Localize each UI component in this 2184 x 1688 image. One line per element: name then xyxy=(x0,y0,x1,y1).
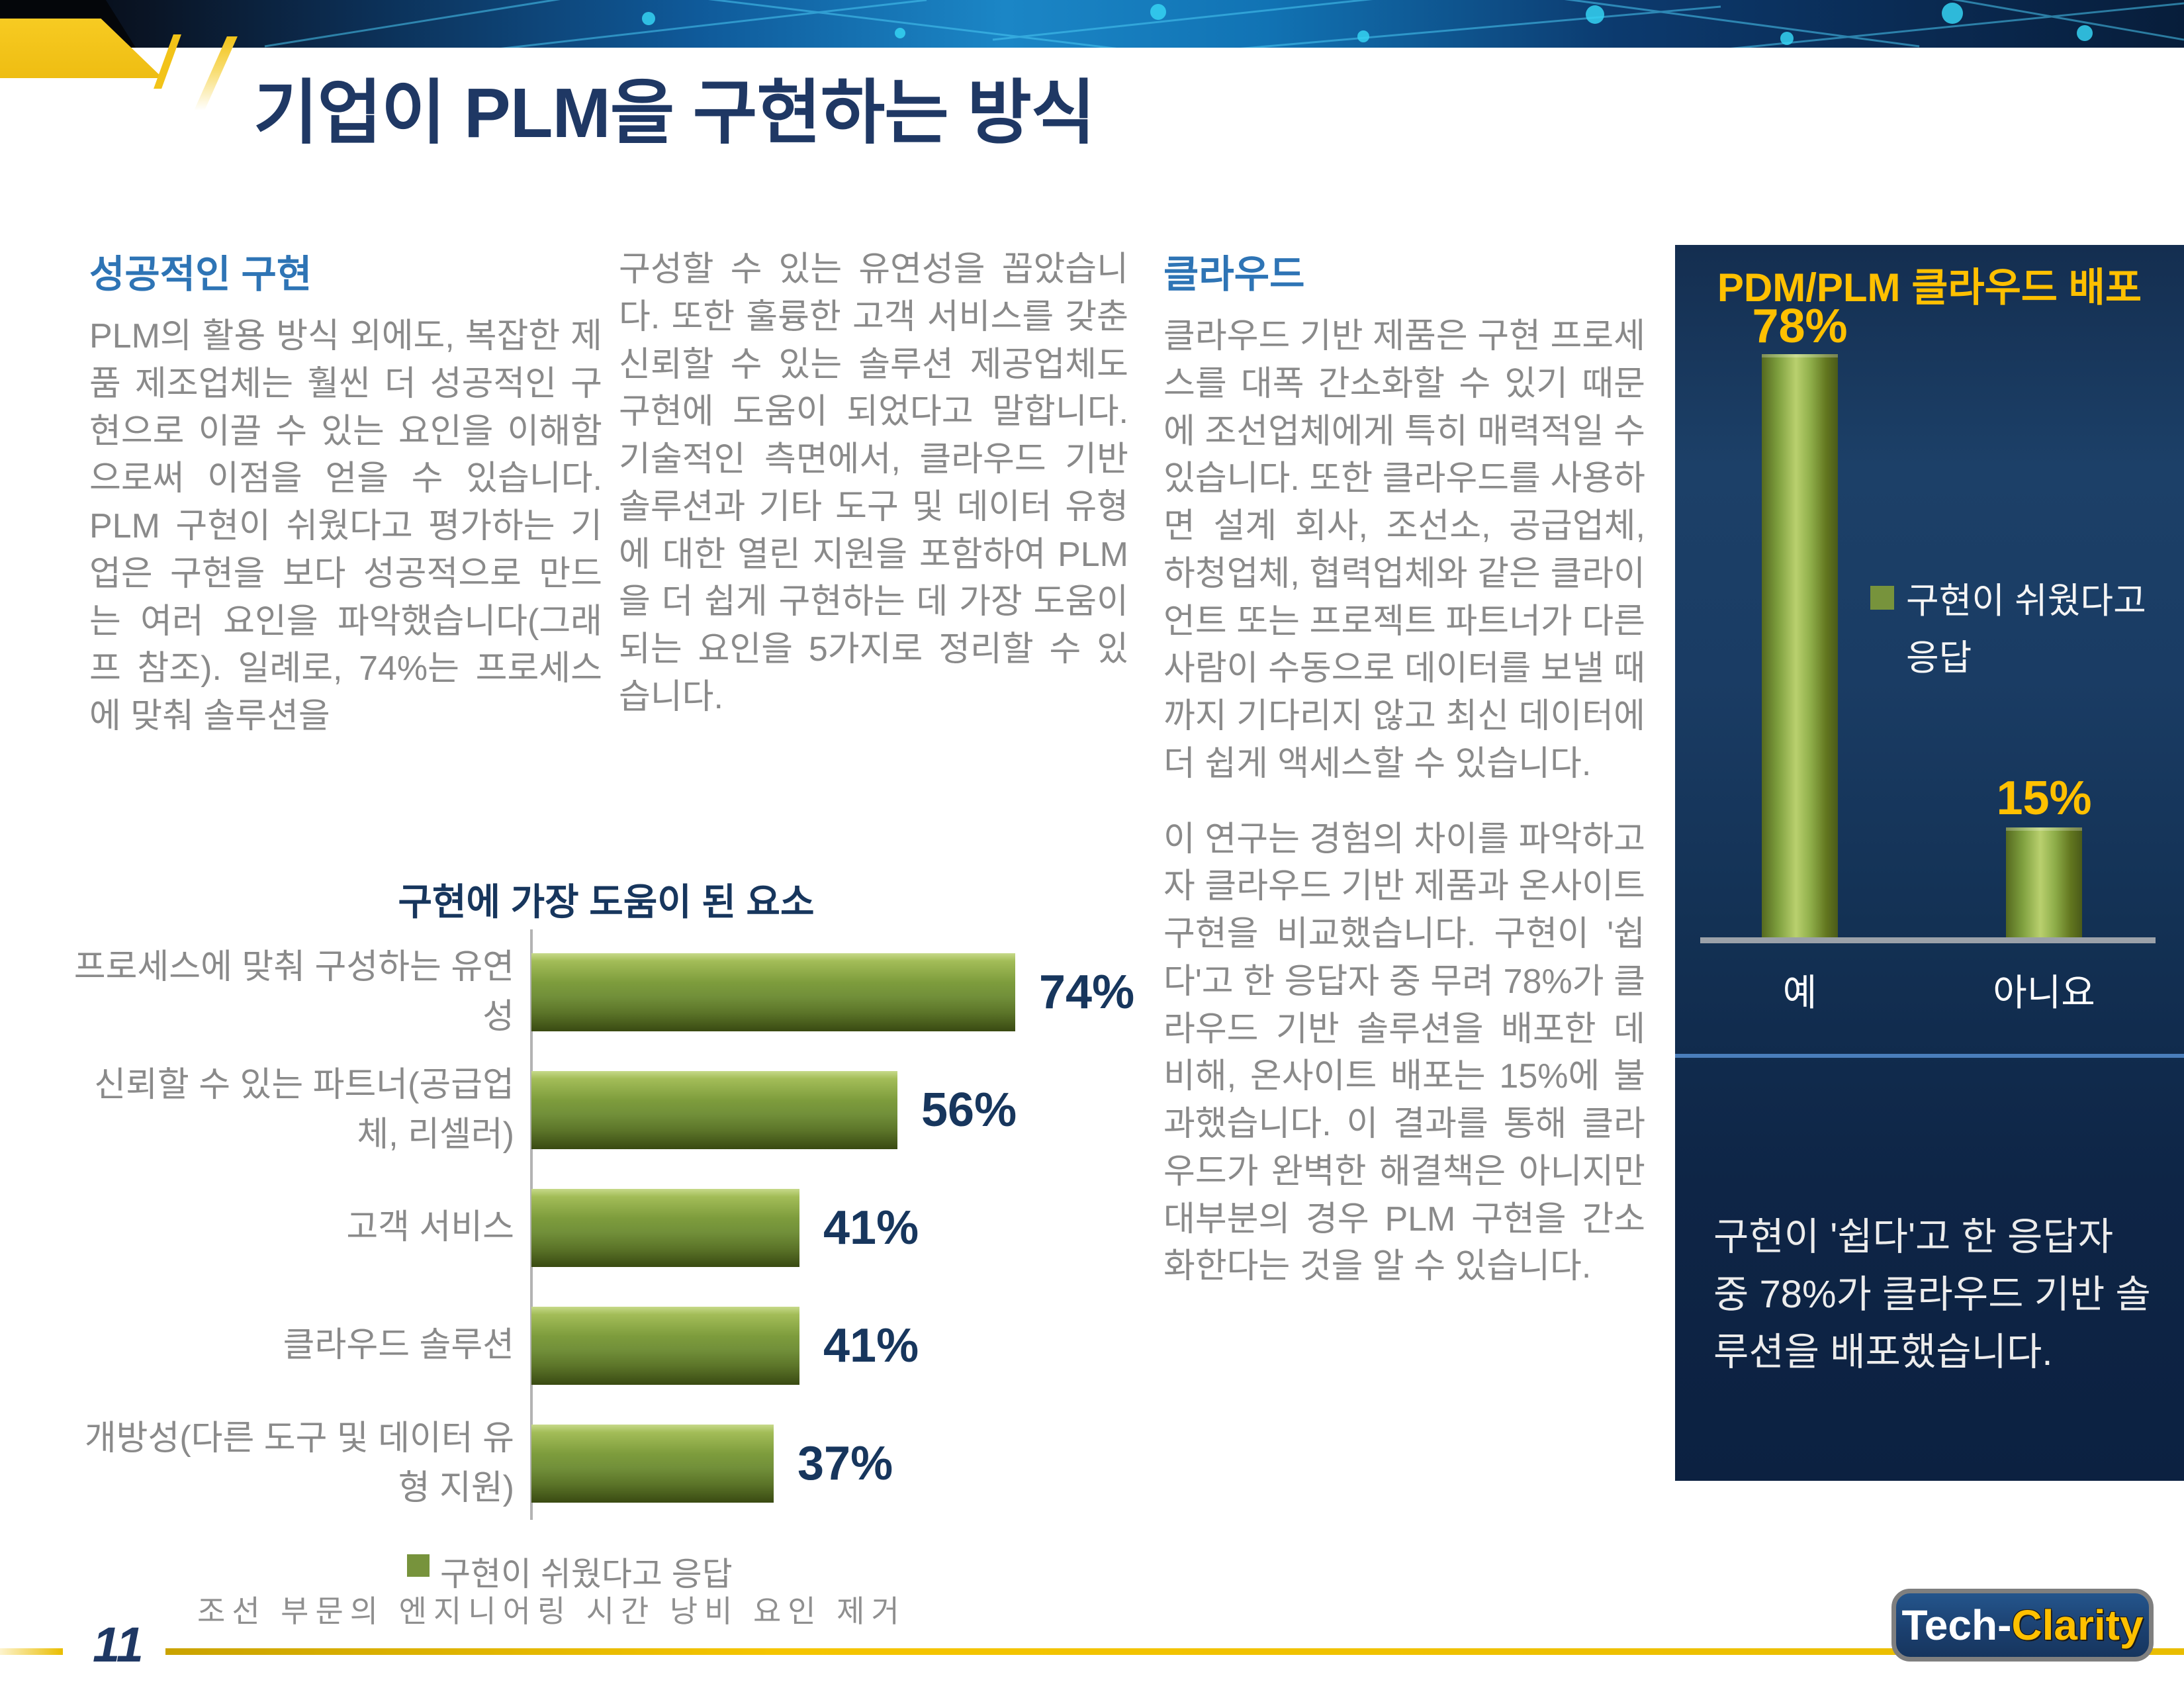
category-label: 신뢰할 수 있는 파트너(공급업체, 리셀러) xyxy=(94,1065,514,1154)
category-label: 개방성(다른 도구 및 데이터 유형 지원) xyxy=(84,1419,514,1507)
chart-row: 신뢰할 수 있는 파트너(공급업체, 리셀러) 56% xyxy=(60,1051,1153,1169)
logo-text-clarity: Clarity xyxy=(2011,1601,2144,1649)
footer-note: 조선 부문의 엔지니어링 시간 낭비 요인 제거 xyxy=(197,1595,906,1628)
successful-implementation-heading: 성공적인 구현 xyxy=(89,253,312,296)
column-successful-implementation: 성공적인 구현 PLM의 활용 방식 외에도, 복잡한 제품 제조업체는 훨씬 … xyxy=(89,248,602,741)
value-label: 74% xyxy=(1039,966,1135,1019)
column2-body: 구성할 수 있는 유연성을 꼽았습니다. 또한 훌륭한 고객 서비스를 갖춘 신… xyxy=(619,250,1128,716)
chart-row: 개방성(다른 도구 및 데이터 유형 지원) 37% xyxy=(60,1405,1153,1523)
cloud-heading: 클라우드 xyxy=(1163,253,1305,296)
bar-cell: 41% xyxy=(531,1287,1153,1405)
legend-label: 구현이 쉬웠다고 응답 xyxy=(1906,581,2146,679)
value-label: 41% xyxy=(823,1319,919,1372)
column3-paragraph-1: 클라우드 기반 제품은 구현 프로세스를 대폭 간소화할 수 있기 때문에 조선… xyxy=(1163,317,1645,783)
page-number: 11 xyxy=(93,1617,144,1672)
cloud-deployment-panel: PDM/PLM 클라우드 배포 78% 15% 구현이 쉬웠다고 응답 예 아니… xyxy=(1675,245,2184,1481)
legend-label: 구현이 쉬웠다고 응답 xyxy=(440,1556,733,1593)
bar-cell: 56% xyxy=(531,1051,1153,1169)
footer-accent-dash xyxy=(0,1648,63,1655)
value-label: 56% xyxy=(921,1084,1017,1137)
page-title: 기업이 PLM을 구현하는 방식 xyxy=(253,74,1095,152)
chart-legend: 구현이 쉬웠다고 응답 xyxy=(407,1548,733,1595)
network-graphic xyxy=(264,0,2184,48)
category-label-no: 아니요 xyxy=(1993,972,2095,1013)
callout-text: 구현이 '쉽다'고 한 응답자 중 78%가 클라우드 기반 솔루션을 배포했습… xyxy=(1713,1215,2151,1374)
header-band xyxy=(0,0,2184,48)
column-continued-text: 구성할 수 있는 유연성을 꼽았습니다. 또한 훌륭한 고객 서비스를 갖춘 신… xyxy=(619,246,1128,722)
column3-paragraph-2: 이 연구는 경험의 차이를 파악하고자 클라우드 기반 제품과 온사이트 구현을… xyxy=(1163,820,1645,1286)
footer-accent-line xyxy=(165,1648,2184,1655)
chart-row: 프로세스에 맞춰 구성하는 유연성 74% xyxy=(60,933,1153,1051)
category-label: 고객 서비스 xyxy=(346,1208,514,1247)
panel-divider xyxy=(1675,1054,2184,1058)
value-label: 41% xyxy=(823,1201,919,1254)
no-value-label: 15% xyxy=(1996,772,2092,825)
legend-swatch-icon xyxy=(407,1554,430,1577)
bar-cell: 37% xyxy=(531,1405,1153,1523)
chart-row: 클라우드 솔루션 41% xyxy=(60,1287,1153,1405)
panel-legend: 구현이 쉬웠다고 응답 xyxy=(1870,573,2184,687)
category-label: 프로세스에 맞춰 구성하는 유연성 xyxy=(73,947,514,1036)
chart-rows: 프로세스에 맞춰 구성하는 유연성 74% 신뢰할 수 있는 파트너(공급업체,… xyxy=(60,933,1153,1523)
bar-openness xyxy=(531,1425,774,1503)
bar-no xyxy=(2006,827,2082,940)
column-cloud: 클라우드 클라우드 기반 제품은 구현 프로세스를 대폭 간소화할 수 있기 때… xyxy=(1163,248,1645,1291)
category-label-yes: 예 xyxy=(1782,972,1817,1013)
category-label: 클라우드 솔루션 xyxy=(283,1326,514,1365)
bar-cell: 74% xyxy=(531,933,1153,1051)
bar-customer-service xyxy=(531,1189,799,1267)
bar-cell: 41% xyxy=(531,1169,1153,1287)
bar-cloud-solution xyxy=(531,1307,799,1385)
value-label: 37% xyxy=(797,1437,893,1490)
chart-title: 구현에 가장 도움이 된 요소 xyxy=(398,881,815,923)
chart-baseline xyxy=(1700,937,2156,943)
helpful-factors-chart: 구현에 가장 도움이 된 요소 프로세스에 맞춰 구성하는 유연성 74% 신뢰… xyxy=(60,861,1153,1562)
bar-yes xyxy=(1762,354,1838,940)
bar-flexibility xyxy=(531,953,1015,1031)
logo-text-tech: Tech- xyxy=(1901,1601,2012,1649)
bar-trusted-partner xyxy=(531,1071,897,1149)
panel-chart-title: PDM/PLM 클라우드 배포 xyxy=(1717,265,2142,310)
chart-row: 고객 서비스 41% xyxy=(60,1169,1153,1287)
column1-body: PLM의 활용 방식 외에도, 복잡한 제품 제조업체는 훨씬 더 성공적인 구… xyxy=(89,317,602,736)
legend-swatch-icon xyxy=(1870,586,1894,610)
tech-clarity-logo: Tech- Clarity xyxy=(1891,1589,2154,1662)
yes-value-label: 78% xyxy=(1752,300,1848,353)
